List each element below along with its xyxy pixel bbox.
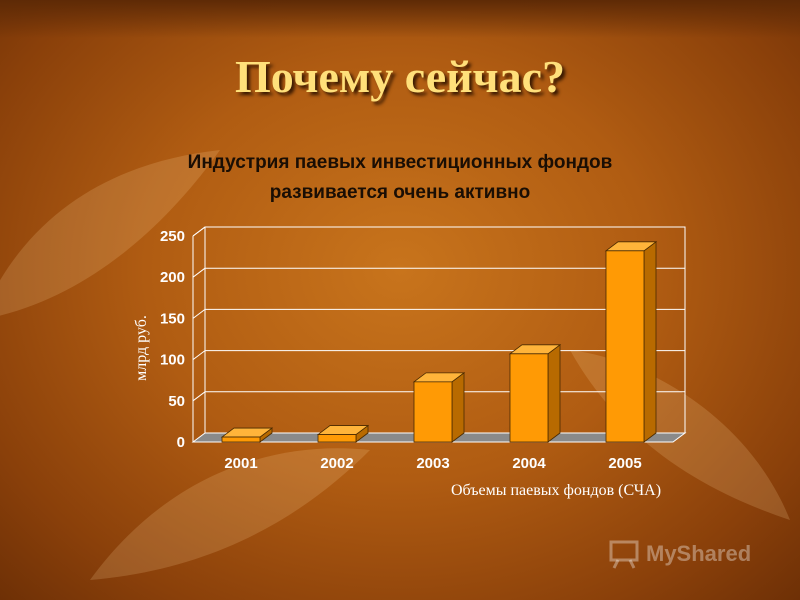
leaf-decoration-icon: [90, 448, 370, 580]
bar: [220, 427, 274, 443]
leaf-decoration-icon: [0, 150, 220, 316]
y-tick-label: 200: [160, 269, 185, 286]
chart-subtitle: Индустрия паевых инвестиционных фондов р…: [0, 148, 800, 208]
bar-front: [413, 381, 453, 443]
bar-side: [643, 241, 657, 443]
y-tick-label: 250: [160, 228, 185, 245]
y-tick-label: 150: [160, 310, 185, 327]
bar: [412, 372, 466, 443]
bar-side: [451, 372, 465, 443]
bar-front: [221, 436, 261, 443]
x-tick-label: 2004: [512, 455, 546, 472]
bar-front: [317, 434, 357, 443]
gridline-side: [192, 308, 206, 319]
x-axis-label: Объемы паевых фондов (СЧА): [451, 482, 661, 499]
x-tick-label: 2005: [608, 455, 641, 472]
bar-front: [605, 250, 645, 443]
bar-side: [547, 344, 561, 443]
y-axis-label: млрд руб.: [133, 315, 150, 381]
bar: [508, 344, 562, 443]
watermark-text: MyShared: [646, 541, 752, 566]
subtitle-line-2: развивается очень активно: [269, 182, 531, 203]
y-tick-label: 0: [177, 434, 185, 451]
y-tick-labels: 0 50 100 150 200 250: [160, 228, 185, 451]
presentation-board-icon: [609, 540, 639, 569]
x-tick-label: 2002: [320, 455, 353, 472]
bar: [316, 424, 370, 443]
chart-bars: [220, 241, 658, 443]
x-tick-labels: 2001 2002 2003 2004 2005: [224, 455, 641, 472]
x-tick-label: 2003: [416, 455, 449, 472]
y-tick-label: 50: [168, 393, 185, 410]
gridline-side: [192, 391, 206, 402]
watermark: MyShared: [608, 537, 751, 571]
gridline-side: [192, 267, 206, 278]
subtitle-line-1: Индустрия паевых инвестиционных фондов: [187, 152, 613, 173]
x-tick-label: 2001: [224, 455, 257, 472]
top-band: [0, 0, 800, 38]
gridline-side: [192, 226, 206, 237]
bar-front: [509, 353, 549, 443]
gridline-side: [192, 350, 206, 361]
bar: [604, 241, 658, 443]
y-tick-label: 100: [160, 352, 185, 369]
slide-title: Почему сейчас?: [234, 51, 566, 102]
